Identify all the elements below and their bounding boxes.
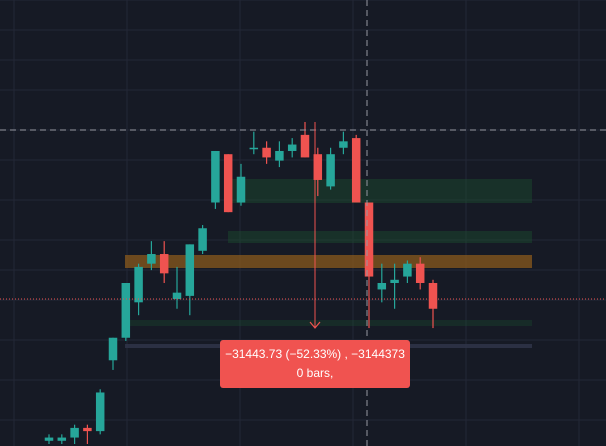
candle-body: [377, 283, 387, 290]
candle-body: [351, 138, 361, 203]
candle-body: [390, 279, 399, 283]
candle-body: [287, 144, 297, 151]
candle[interactable]: [236, 163, 246, 206]
candle[interactable]: [108, 337, 118, 370]
candle-body: [300, 134, 310, 158]
candle-body: [70, 427, 79, 438]
candle-body: [172, 292, 182, 300]
candle-body: [313, 154, 323, 180]
candle-body: [428, 283, 438, 309]
candle[interactable]: [351, 134, 361, 203]
zone-green-middle: [228, 231, 532, 243]
zone-orange: [125, 255, 532, 268]
candle-body: [262, 147, 271, 158]
measure-tooltip: −31443.73 (−52.33%) , −3144373 0 bars,: [220, 340, 410, 388]
candle[interactable]: [377, 263, 387, 303]
candle[interactable]: [249, 131, 259, 155]
candle-body: [275, 150, 284, 161]
zone-green-upper: [228, 179, 532, 203]
candles[interactable]: [44, 122, 438, 444]
candle[interactable]: [326, 147, 335, 190]
candle-body: [159, 254, 169, 274]
candle[interactable]: [300, 122, 310, 158]
candle[interactable]: [44, 434, 54, 444]
candle-body: [415, 263, 425, 283]
candle-body: [121, 283, 131, 338]
candle-body: [403, 263, 412, 277]
candle[interactable]: [339, 131, 348, 155]
candle-body: [326, 154, 335, 187]
candle[interactable]: [415, 257, 425, 290]
measure-arrow-icon: [309, 321, 321, 329]
candle[interactable]: [95, 389, 105, 435]
candle[interactable]: [287, 138, 297, 158]
candle-body: [185, 244, 195, 296]
candle[interactable]: [159, 241, 169, 283]
candle-body: [249, 147, 259, 150]
candle[interactable]: [147, 241, 156, 271]
measure-bars-label: 0 bars,: [296, 366, 334, 380]
candle-body: [57, 437, 67, 441]
candle-body: [147, 254, 156, 264]
candle-body: [198, 228, 207, 251]
candle[interactable]: [364, 202, 374, 329]
candle[interactable]: [57, 434, 67, 444]
candle[interactable]: [211, 150, 220, 209]
candle-body: [364, 202, 374, 277]
candle[interactable]: [313, 147, 323, 197]
candle[interactable]: [172, 266, 182, 309]
candle-body: [95, 392, 105, 432]
candle-body: [211, 150, 220, 203]
candle-body: [44, 437, 54, 441]
measure-change-label: −31443.73 (−52.33%) , −3144373: [225, 347, 405, 361]
candle[interactable]: [70, 424, 79, 444]
candle[interactable]: [262, 141, 271, 164]
candle-body: [134, 266, 143, 303]
candle-body: [223, 154, 233, 213]
candle[interactable]: [223, 154, 233, 213]
candle[interactable]: [428, 279, 438, 329]
candle-body: [339, 141, 348, 148]
candle[interactable]: [121, 283, 131, 341]
candle[interactable]: [390, 263, 399, 309]
candle-body: [236, 176, 246, 203]
candle[interactable]: [83, 424, 92, 444]
candle-body: [108, 337, 118, 361]
candle[interactable]: [198, 225, 207, 255]
candle[interactable]: [403, 260, 412, 283]
candle[interactable]: [134, 263, 143, 316]
candle[interactable]: [185, 244, 195, 316]
candle-body: [83, 427, 92, 432]
zone-green-lower: [125, 320, 532, 326]
candle[interactable]: [275, 141, 284, 168]
